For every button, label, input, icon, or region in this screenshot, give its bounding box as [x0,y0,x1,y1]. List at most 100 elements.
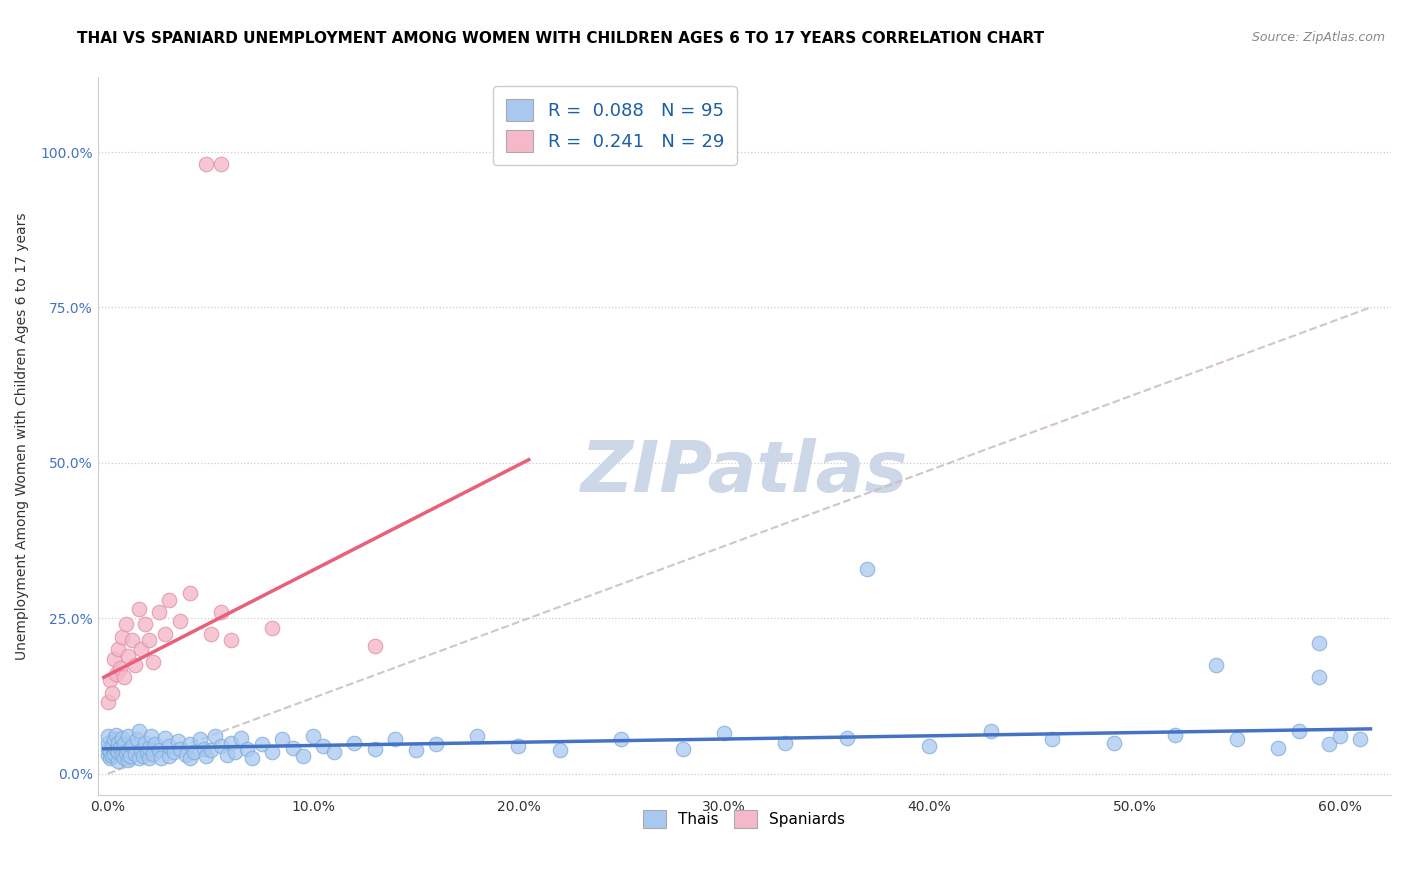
Text: ZIPatlas: ZIPatlas [581,438,908,507]
Point [107,745,129,759]
Point [112,737,135,751]
Point [159,749,181,764]
Point [980,724,1002,739]
Point [117,729,139,743]
Point [209,605,232,619]
Point [105,743,128,757]
Point [103,651,125,665]
Point [364,741,387,756]
Point [343,735,366,749]
Point [1205,657,1227,672]
Point [105,667,128,681]
Point [364,639,387,653]
Point [1288,724,1310,739]
Point [112,670,135,684]
Point [117,743,139,757]
Point [134,617,156,632]
Point [1308,670,1330,684]
Point [134,735,156,749]
Point [129,743,152,757]
Point [209,739,232,753]
Point [97,695,120,709]
Point [236,741,259,756]
Point [121,739,143,753]
Point [155,731,177,745]
Point [1226,732,1249,747]
Point [97,747,120,762]
Point [107,735,129,749]
Legend: Thais, Spaniards: Thais, Spaniards [637,804,852,834]
Point [219,735,242,749]
Point [128,724,150,739]
Point [108,661,131,675]
Point [835,731,858,745]
Point [610,732,633,747]
Point [125,732,148,747]
Point [174,747,197,762]
Point [193,741,215,756]
Point [467,729,489,743]
Point [322,745,344,759]
Point [111,630,134,644]
Point [111,747,134,762]
Point [159,739,181,753]
Point [215,747,238,762]
Point [1319,737,1341,751]
Point [169,741,191,756]
Y-axis label: Unemployment Among Women with Children Ages 6 to 17 years: Unemployment Among Women with Children A… [15,212,30,660]
Point [240,751,263,765]
Point [312,739,335,753]
Point [179,751,201,765]
Point [250,737,273,751]
Point [139,729,162,743]
Point [150,751,173,765]
Point [117,753,139,767]
Point [224,745,246,759]
Point [103,747,125,761]
Point [1040,732,1063,747]
Point [148,605,170,619]
Point [169,615,191,629]
Point [124,657,146,672]
Point [1348,732,1371,747]
Point [209,157,232,171]
Point [124,747,146,761]
Point [291,749,314,764]
Text: Source: ZipAtlas.com: Source: ZipAtlas.com [1251,31,1385,45]
Point [97,729,120,743]
Point [384,732,406,747]
Point [281,740,304,755]
Point [101,686,124,700]
Point [183,745,205,759]
Point [142,655,165,669]
Point [1164,728,1187,742]
Point [271,732,294,747]
Point [1267,740,1289,755]
Point [188,732,211,747]
Point [713,726,735,740]
Point [143,737,166,751]
Point [138,740,160,755]
Point [108,740,131,755]
Point [97,735,120,749]
Point [115,617,138,632]
Point [231,731,253,745]
Point [200,627,222,641]
Point [219,632,242,647]
Point [107,642,129,657]
Point [142,747,165,761]
Point [195,157,218,171]
Point [132,749,155,764]
Point [302,729,325,743]
Point [405,743,427,757]
Point [117,648,139,663]
Point [162,745,184,759]
Point [1102,735,1125,749]
Point [1308,636,1330,650]
Point [97,741,120,756]
Point [918,739,941,753]
Point [111,731,134,745]
Point [1329,729,1351,743]
Point [179,586,201,600]
Point [103,732,125,747]
